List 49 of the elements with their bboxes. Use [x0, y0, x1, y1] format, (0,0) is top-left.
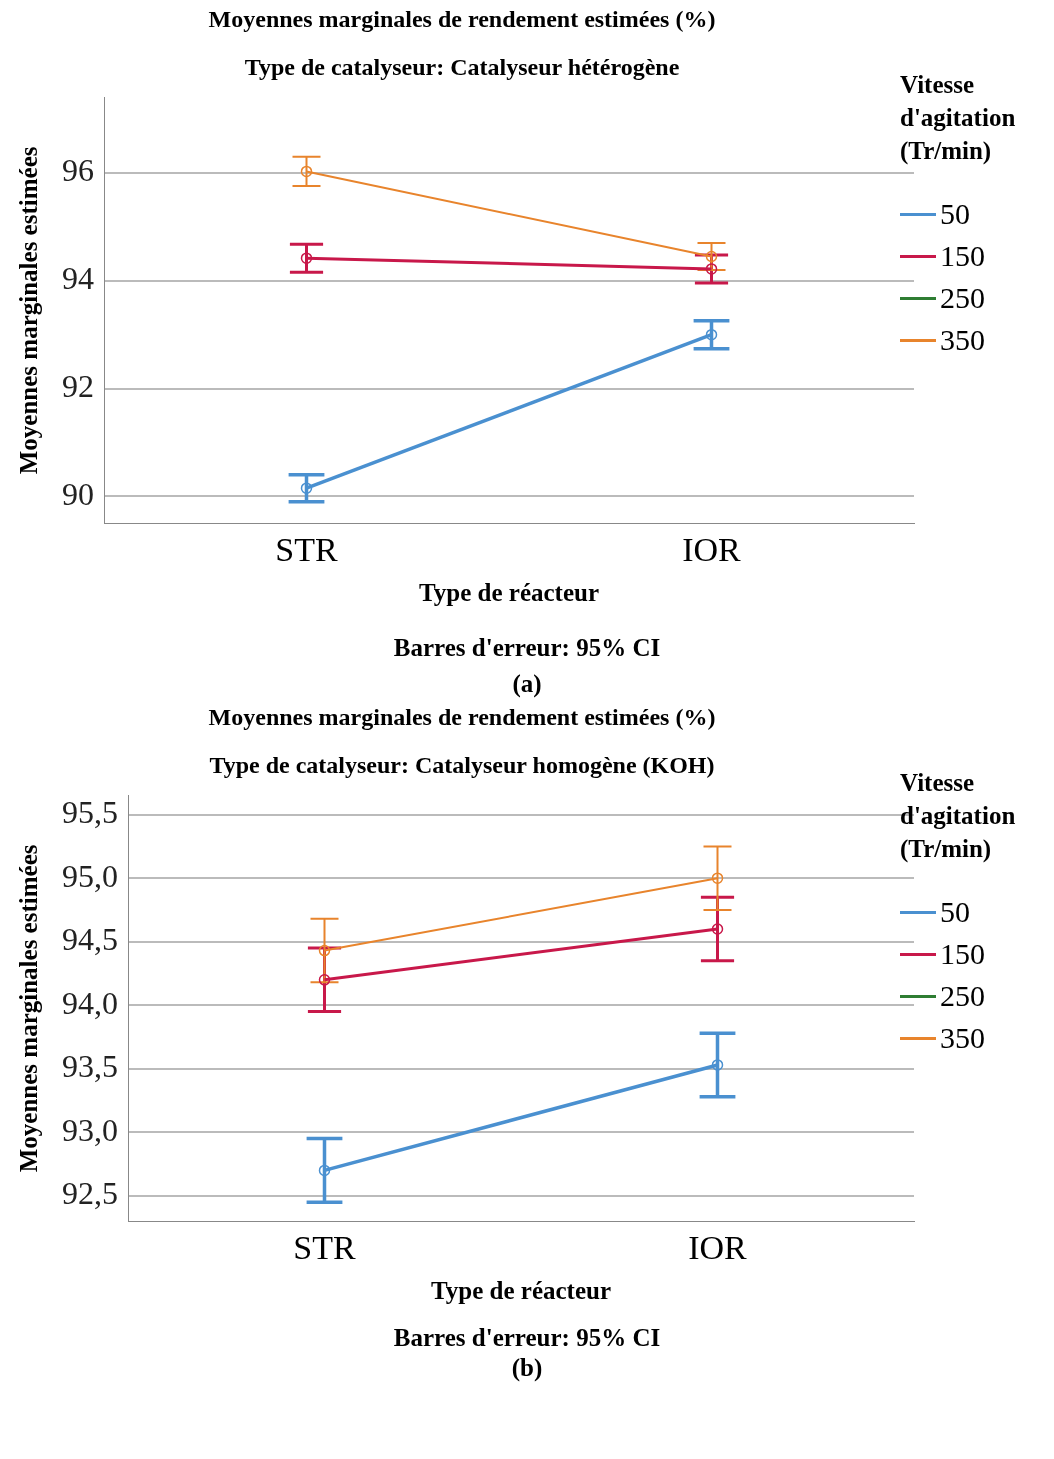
y-tick-label: 92 [62, 367, 94, 404]
y-tick-label: 93,0 [62, 1111, 118, 1148]
y-tick-label: 94,5 [62, 921, 118, 958]
y-tick-label: 93,5 [62, 1048, 118, 1085]
x-axis-title: Type de réacteur [430, 1277, 612, 1305]
point [711, 872, 724, 884]
x-tick-label: IOR [688, 1228, 748, 1266]
y-axis-title: Moyennes marginales estimées [15, 146, 43, 475]
point [318, 974, 331, 986]
legend-title: Vitesse d'agitation (Tr/min) [900, 70, 1017, 167]
x-axis-title: Type de réacteur [418, 579, 600, 607]
legend-label: 250 [940, 978, 985, 1014]
chart-title: Moyennes marginales de rendement estimées (%) [208, 5, 716, 32]
point [705, 263, 718, 275]
point [705, 250, 718, 263]
legend-label: 350 [940, 322, 985, 358]
legend-title: Vitesse d'agitation (Tr/min) [900, 768, 1017, 865]
point [300, 482, 313, 494]
legend-label: 350 [940, 1020, 985, 1056]
legend-label: 150 [940, 238, 985, 274]
y-tick-label: 95,0 [62, 857, 118, 894]
text: Barres d'erreur: 95% CI [392, 634, 662, 662]
y-axis-title: Moyennes marginales estimées [15, 844, 43, 1173]
y-tick-label: 94 [62, 260, 94, 297]
y-tick-label: 92,5 [62, 1175, 118, 1212]
x-tick-label: IOR [682, 530, 742, 568]
legend-label: 250 [940, 280, 985, 316]
y-tick-label: 90 [62, 475, 94, 512]
legend-label: 50 [940, 894, 970, 930]
x-tick-label: STR [275, 530, 338, 568]
y-tick-label: 94,0 [62, 984, 118, 1021]
chart-subtitle: Type de catalyseur: Catalyseur homogène (KOH) [209, 752, 715, 779]
point [300, 165, 313, 178]
legend-label: 50 [940, 196, 970, 232]
point [318, 944, 331, 957]
text: (a) [511, 670, 543, 698]
x-tick-label: STR [293, 1228, 356, 1266]
text: Barres d'erreur: 95% CI [392, 1324, 662, 1352]
chart-subtitle: Type de catalyseur: Catalyseur hétérogène [244, 54, 680, 81]
point [711, 923, 724, 935]
chart-title: Moyennes marginales de rendement estimées (%) [208, 703, 716, 730]
legend-label: 150 [940, 936, 985, 972]
y-tick-label: 95,5 [62, 794, 118, 831]
point [318, 1164, 331, 1177]
point [711, 1059, 724, 1071]
y-tick-label: 96 [62, 152, 94, 189]
point [705, 328, 718, 341]
text: (b) [510, 1354, 544, 1382]
point [300, 252, 313, 264]
